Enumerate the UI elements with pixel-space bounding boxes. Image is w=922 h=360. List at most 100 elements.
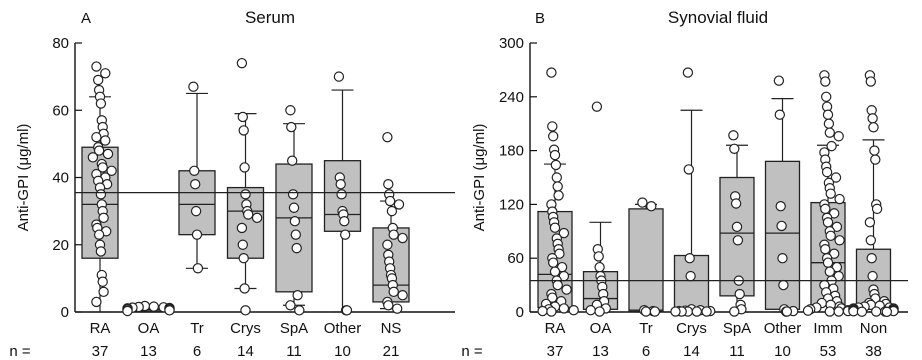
data-point [649, 306, 661, 317]
category-label: SpA [723, 320, 751, 337]
data-point [546, 306, 557, 317]
group-oa: OA 13 [582, 101, 619, 360]
data-point [834, 235, 845, 246]
group-ra: RA 37 [537, 67, 579, 360]
data-point [594, 261, 605, 273]
data-point [549, 266, 561, 277]
data-point [822, 109, 834, 120]
n-count-label: 6 [193, 343, 201, 360]
data-point [552, 181, 563, 192]
n-count-label: 53 [820, 343, 837, 360]
panel-b: 0 60 120 180 240 300 Anti-GPI (μg/ml) B Synovial… [461, 8, 908, 360]
data-point [585, 305, 596, 316]
data-point [333, 71, 345, 82]
data-point [239, 162, 250, 173]
data-point [98, 286, 109, 298]
data-point [239, 283, 250, 294]
data-point [336, 189, 347, 200]
data-point [824, 306, 836, 317]
data-point [285, 105, 296, 116]
data-point [91, 296, 102, 308]
data-point [558, 227, 570, 239]
group-other: Other 10 [324, 71, 362, 360]
data-point [820, 76, 831, 87]
data-point [732, 235, 744, 246]
data-point [685, 270, 696, 282]
data-point [728, 130, 739, 141]
n-prefix-label: n = [461, 343, 483, 360]
data-point [384, 195, 396, 207]
data-point [291, 242, 302, 254]
box [628, 208, 664, 313]
data-point [593, 251, 604, 262]
data-point [383, 179, 394, 190]
group-imm: Imm 53 [802, 70, 854, 360]
y-tick-label: 0 [516, 304, 524, 321]
data-point [287, 155, 298, 166]
group-crys: Crys 14 [226, 57, 265, 360]
data-point [549, 149, 561, 161]
category-label: Tr [190, 320, 204, 337]
y-tick-label: 300 [499, 35, 524, 52]
n-count-label: 37 [547, 343, 564, 360]
data-point [95, 246, 107, 257]
y-tick-label: 240 [499, 89, 524, 106]
data-point [552, 279, 563, 291]
panel-title: Synovial fluid [668, 8, 768, 27]
category-label: Non [860, 320, 888, 337]
data-point [386, 205, 398, 217]
data-point [548, 257, 559, 268]
data-point [881, 306, 893, 318]
data-point [290, 229, 301, 240]
category-label: Other [324, 320, 362, 337]
n-count-label: 38 [865, 343, 882, 360]
data-point [821, 91, 832, 103]
data-point [558, 303, 570, 314]
group-spa: SpA 11 [719, 130, 755, 360]
y-tick-label: 0 [61, 304, 69, 321]
n-count-label: 10 [774, 343, 791, 360]
data-point [97, 162, 108, 173]
data-point [191, 229, 203, 240]
category-label: OA [590, 320, 612, 337]
data-point [691, 306, 703, 317]
category-label: Crys [676, 320, 707, 337]
data-point [683, 164, 695, 175]
category-label: RA [90, 320, 111, 337]
data-point [240, 305, 251, 316]
group-crys: Crys 14 [670, 67, 716, 360]
data-point [91, 61, 102, 72]
data-point [868, 122, 879, 133]
data-point [189, 165, 200, 176]
data-point [382, 239, 393, 250]
data-point [833, 306, 844, 317]
data-point [776, 220, 787, 232]
y-axis-title: Anti-GPI (μg/ml) [15, 124, 32, 232]
data-point [549, 222, 561, 233]
data-point [382, 131, 393, 143]
data-point [238, 125, 249, 136]
data-point [286, 121, 297, 133]
data-point [392, 303, 403, 314]
data-point [294, 305, 305, 316]
group-spa: SpA 11 [275, 105, 313, 360]
category-label: SpA [280, 320, 308, 337]
data-point [340, 229, 351, 240]
y-tick-label: 60 [507, 250, 524, 267]
data-point [778, 279, 789, 291]
data-point [871, 203, 883, 215]
data-point [865, 235, 877, 246]
data-point [802, 305, 814, 316]
data-point [826, 140, 837, 152]
data-point [251, 212, 263, 224]
category-label: Other [764, 320, 802, 337]
data-point [164, 305, 175, 316]
n-count-label: 11 [729, 343, 745, 360]
group-non: Non 38 [848, 70, 899, 360]
data-point [824, 266, 836, 277]
data-point [189, 179, 201, 190]
data-point [773, 75, 785, 86]
data-point [547, 121, 558, 132]
y-axis-title: Anti-GPI (μg/ml) [471, 124, 488, 232]
n-count-label: 11 [286, 343, 302, 360]
